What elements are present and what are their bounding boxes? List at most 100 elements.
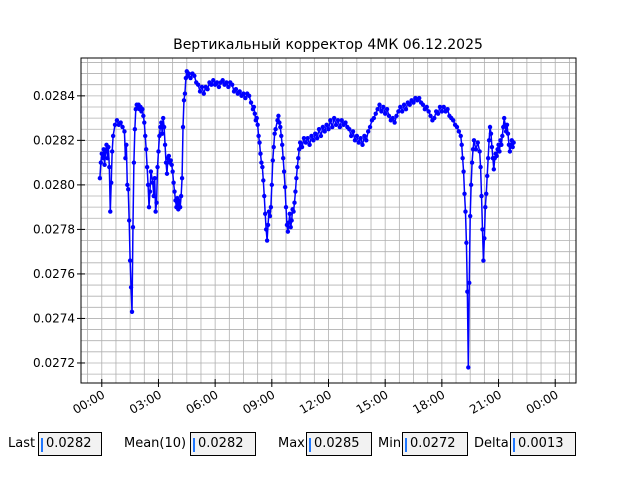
stat-mean-label: Mean(10)	[124, 436, 187, 451]
data-point	[263, 227, 269, 232]
data-point	[109, 180, 114, 185]
chart-svg: Вертикальный корректор 4МК 06.12.2025 00…	[33, 37, 577, 417]
data-point	[199, 84, 205, 90]
data-point	[159, 120, 164, 125]
data-point	[488, 131, 494, 136]
stat-last-label: Last	[8, 436, 36, 451]
data-point	[505, 131, 511, 136]
data-point	[107, 164, 112, 170]
data-point	[254, 115, 259, 121]
data-point	[335, 118, 341, 123]
stat-min-field[interactable]: 0.0272	[402, 432, 468, 456]
data-point	[246, 93, 252, 99]
data-point	[510, 144, 515, 150]
data-point	[426, 109, 431, 114]
stat-min-value: 0.0272	[410, 436, 456, 451]
data-point	[109, 149, 115, 154]
stat-last-field[interactable]: 0.0282	[38, 432, 102, 456]
text-cursor	[41, 438, 43, 452]
data-point	[257, 140, 262, 145]
data-point	[102, 162, 107, 168]
data-point	[309, 133, 314, 139]
data-point	[390, 115, 395, 121]
data-point	[475, 140, 480, 145]
stat-delta-label: Delta	[474, 436, 509, 451]
data-point	[106, 144, 111, 150]
data-point	[439, 109, 445, 114]
data-point	[258, 151, 263, 156]
data-point	[171, 180, 176, 185]
stat-mean-field[interactable]: 0.0282	[190, 432, 256, 456]
data-point	[471, 138, 477, 143]
data-point	[252, 111, 258, 116]
data-point	[283, 204, 289, 210]
data-point	[122, 129, 127, 134]
data-point	[326, 127, 331, 132]
data-point	[241, 91, 246, 96]
data-point	[365, 129, 371, 134]
data-point	[160, 115, 166, 121]
data-point	[156, 149, 161, 154]
data-point	[362, 133, 367, 139]
data-point	[360, 142, 365, 148]
data-point	[292, 200, 297, 205]
data-point	[233, 86, 239, 92]
data-point	[343, 120, 348, 125]
y-tick-label: 0.0272	[33, 356, 75, 370]
data-point	[297, 140, 303, 145]
data-point	[197, 89, 203, 94]
data-point	[279, 133, 284, 139]
data-point	[281, 169, 287, 174]
series-layer	[97, 69, 516, 370]
stat-mean-value: 0.0282	[198, 436, 244, 451]
data-point	[144, 164, 150, 170]
stats-bar: Last 0.0282 Mean(10) 0.0282 Max 0.0285 M…	[0, 432, 640, 458]
data-point	[151, 193, 156, 199]
data-point	[307, 142, 312, 148]
y-tick-label: 0.0282	[33, 133, 75, 147]
data-point	[277, 120, 282, 125]
y-tick-label: 0.0274	[33, 311, 75, 325]
text-cursor	[513, 438, 515, 452]
data-point	[251, 104, 257, 110]
data-point	[382, 111, 388, 116]
data-point	[182, 91, 188, 96]
data-point	[179, 176, 185, 181]
data-point	[269, 182, 275, 188]
data-point	[398, 104, 403, 110]
data-point	[354, 133, 360, 139]
data-point	[188, 75, 193, 81]
data-point	[164, 171, 170, 176]
data-point	[437, 104, 443, 110]
data-point	[282, 184, 288, 190]
data-point	[484, 191, 489, 196]
data-point	[163, 160, 169, 165]
data-point	[333, 122, 339, 127]
data-point	[486, 138, 492, 143]
stat-max-field[interactable]: 0.0285	[306, 432, 372, 456]
data-point	[288, 224, 293, 230]
data-point	[256, 133, 261, 139]
stat-min-label: Min	[378, 436, 402, 451]
data-point	[289, 218, 294, 223]
data-point	[320, 124, 326, 130]
data-point	[377, 102, 382, 107]
data-point	[456, 129, 462, 134]
data-point	[328, 118, 333, 123]
data-point	[152, 176, 157, 181]
data-point	[268, 204, 274, 210]
text-cursor	[309, 438, 311, 452]
x-tick-label: 18:00	[410, 387, 447, 416]
data-point	[479, 193, 484, 199]
data-point	[331, 115, 337, 121]
x-tick-label: 15:00	[354, 387, 391, 416]
data-point	[124, 142, 129, 148]
stat-delta-field[interactable]: 0.0013	[510, 432, 576, 456]
data-point	[177, 204, 183, 210]
data-point	[127, 258, 133, 263]
data-point	[461, 169, 466, 174]
text-cursor	[405, 438, 407, 452]
data-point	[155, 164, 160, 170]
data-point	[97, 176, 103, 181]
data-point	[371, 115, 377, 121]
